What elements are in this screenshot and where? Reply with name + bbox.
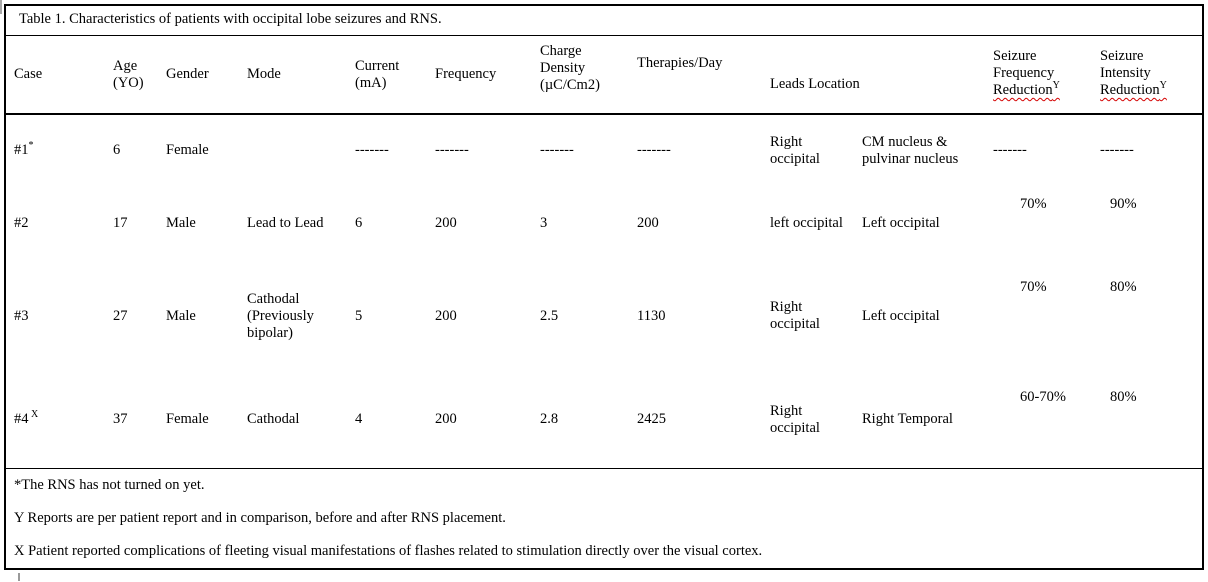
table-title: Table 1. Characteristics of patients wit… <box>6 6 1202 36</box>
cell-mode <box>239 114 347 186</box>
cell-age: 27 <box>113 307 128 324</box>
cell-leads-location-1: Right occipital <box>770 299 820 332</box>
cell-seizure-intensity-reduction: 80% <box>1110 389 1137 405</box>
footnote-x: X Patient reported complications of flee… <box>14 543 763 559</box>
cell-gender: Female <box>166 411 209 427</box>
header-text: Reduction <box>993 82 1053 98</box>
cell-age: 17 <box>113 215 128 231</box>
col-header-frequency: Frequency <box>435 66 497 82</box>
col-header-age: Age (YO) <box>113 57 144 91</box>
case-label: #4 <box>14 411 29 427</box>
cell-seizure-frequency-reduction: 70% <box>1020 279 1047 295</box>
cell-seizure-frequency-reduction: 60-70% <box>1020 389 1066 405</box>
col-header-leads-location: Leads Location <box>770 76 860 92</box>
cell-seizure-intensity-reduction: 90% <box>1110 196 1137 212</box>
header-text: Seizure Intensity <box>1100 48 1151 81</box>
cell-seizure-intensity-reduction: 80% <box>1110 279 1137 295</box>
cell-seizure-frequency-reduction: 70% <box>1020 196 1047 212</box>
cell-leads-location-1: Right occipital <box>770 402 820 436</box>
case-label: #2 <box>14 215 29 231</box>
cell-charge-density: ------- <box>540 142 574 158</box>
col-header-therapies-per-day: Therapies/Day <box>637 55 723 71</box>
footnote-y: Y Reports are per patient report and in … <box>14 510 506 526</box>
col-header-current: Current (mA) <box>355 57 400 91</box>
table-row-case-2: #2 17 Male Lead to Lead 6 200 3 200 left… <box>6 186 1202 261</box>
cell-current: 4 <box>355 411 363 427</box>
col-header-mode: Mode <box>247 66 281 82</box>
col-header-charge-density: Charge Density (µC/Cm2) <box>540 43 600 93</box>
cell-frequency: 200 <box>435 411 457 427</box>
cursor-artifact <box>18 573 20 581</box>
footnote-asterisk: *The RNS has not turned on yet. <box>14 477 205 493</box>
cell-leads-location-2: Right Temporal <box>862 411 953 427</box>
cell-current: 5 <box>355 307 363 324</box>
cell-age: 37 <box>113 411 128 427</box>
footnote-marker-y: Y <box>1052 80 1060 92</box>
header-row: Case Age (YO) Gender Mode Current (mA) F… <box>6 36 1203 114</box>
col-header-gender: Gender <box>166 66 209 82</box>
cell-current: 6 <box>355 215 363 231</box>
cell-leads-location-2: CM nucleus & pulvinar nucleus <box>862 133 959 167</box>
cell-frequency: 200 <box>435 215 457 231</box>
cell-frequency: 200 <box>435 307 457 324</box>
cell-therapies-per-day: 2425 <box>637 411 666 427</box>
cell-mode: Cathodal <box>247 411 300 427</box>
spellcheck-underlined-word: ReductionY <box>993 80 1060 98</box>
header-text: Reduction <box>1100 82 1160 98</box>
cell-leads-location-2: Left occipital <box>862 307 940 324</box>
cell-age: 6 <box>113 142 121 158</box>
cell-current: ------- <box>355 142 389 158</box>
cell-charge-density: 2.5 <box>540 307 559 324</box>
footnote-marker-x: X <box>28 409 39 421</box>
spellcheck-underlined-word: ReductionY <box>1100 80 1167 98</box>
data-table: Case Age (YO) Gender Mode Current (mA) F… <box>6 36 1203 468</box>
table-header: Case Age (YO) Gender Mode Current (mA) F… <box>6 36 1203 114</box>
cell-gender: Male <box>166 307 196 324</box>
cell-case: #4 X <box>6 371 105 468</box>
case-label: #1 <box>14 142 29 158</box>
page-edge-artifact <box>0 0 2 14</box>
footnote-marker-asterisk: * <box>28 140 34 152</box>
table-footnotes: *The RNS has not turned on yet. Y Report… <box>6 468 1202 560</box>
cell-seizure-frequency-reduction: ------- <box>993 142 1027 158</box>
table-body: #1* 6 Female ------- ------- ------- ---… <box>6 114 1202 468</box>
cell-mode: Lead to Lead <box>247 215 324 231</box>
table-row-case-1: #1* 6 Female ------- ------- ------- ---… <box>6 114 1202 186</box>
cell-therapies-per-day: 200 <box>637 215 659 231</box>
cell-case: #1* <box>6 114 105 186</box>
col-header-seizure-frequency-reduction: Seizure Frequency ReductionY <box>985 36 1092 114</box>
cell-seizure-intensity-reduction: ------- <box>1100 142 1134 158</box>
cell-leads-location-1: Right occipital <box>770 133 820 167</box>
cell-case: #2 <box>6 186 105 261</box>
case-label: #3 <box>14 307 29 324</box>
cell-gender: Male <box>166 215 196 231</box>
cell-therapies-per-day: 1130 <box>637 307 666 324</box>
cell-therapies-per-day: ------- <box>637 142 671 158</box>
cell-charge-density: 2.8 <box>540 411 559 427</box>
cell-gender: Female <box>166 142 209 158</box>
footnote-marker-y: Y <box>1159 80 1167 92</box>
col-header-seizure-intensity-reduction: Seizure Intensity ReductionY <box>1092 36 1202 114</box>
col-header-case: Case <box>14 66 43 82</box>
cell-leads-location-2: Left occipital <box>862 215 940 231</box>
cell-leads-location-1: left occipital <box>770 215 843 231</box>
cell-frequency: ------- <box>435 142 469 158</box>
patient-characteristics-table: Table 1. Characteristics of patients wit… <box>4 4 1204 570</box>
cell-case: #3 <box>6 261 105 371</box>
cell-mode: Cathodal (Previously bipolar) <box>247 290 314 341</box>
table-row-case-3: #3 27 Male Cathodal (Previously bipolar)… <box>6 261 1202 371</box>
table-row-case-4: #4 X 37 Female Cathodal 4 200 2.8 2425 R… <box>6 371 1202 468</box>
cell-charge-density: 3 <box>540 215 548 231</box>
header-text: Seizure Frequency <box>993 48 1055 81</box>
